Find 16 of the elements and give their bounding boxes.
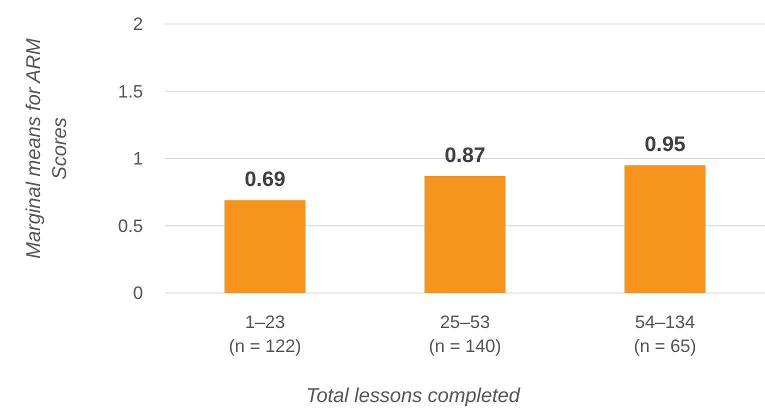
y-tick-label: 0.5 [118,216,143,236]
data-label: 0.87 [444,144,486,167]
data-label: 0.95 [644,133,686,156]
bar [224,200,306,293]
y-tick-label: 2 [132,14,143,34]
x-tick-label: 25–53 (n = 140) [428,312,502,356]
x-tick-label: 54–134 (n = 65) [634,312,696,356]
y-tick-label: 1 [132,148,143,168]
bar [624,165,706,293]
x-axis-title: Total lessons completed [306,385,521,407]
y-tick-label: 0 [132,283,143,303]
x-tick-label: 1–23 (n = 122) [228,312,302,356]
bar [424,176,506,293]
y-axis-title: Marginal means for ARM Scores [23,38,71,259]
y-tick-label: 1.5 [118,81,143,102]
data-label: 0.69 [244,168,286,192]
